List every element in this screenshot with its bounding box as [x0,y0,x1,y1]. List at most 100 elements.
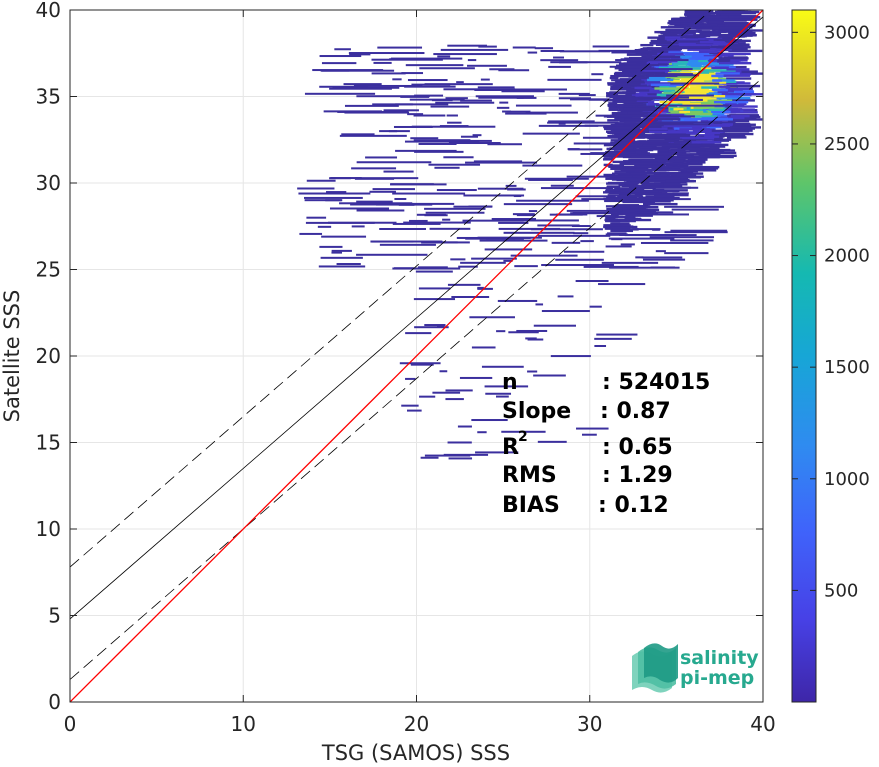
density-cell [645,118,681,121]
density-streak [425,211,485,214]
density-cell [619,119,643,123]
density-streak [592,45,630,48]
density-streak [558,97,592,100]
density-cell [714,134,726,137]
density-cell [610,129,641,133]
density-streak [339,202,413,205]
density-streak [503,203,573,206]
density-streak [594,337,632,340]
density-streak [317,225,332,228]
density-cell [661,75,694,79]
density-cell [631,177,653,180]
density-cell [630,155,665,159]
density-cell [719,52,751,56]
density-streak [628,72,657,75]
density-streak [573,232,589,235]
density-cell [671,35,705,38]
y-tick-label: 35 [36,85,61,109]
density-streak [395,149,457,152]
density-streak [487,143,522,146]
density-streak [351,225,365,228]
density-streak [636,81,645,84]
density-streak [373,61,392,64]
density-cell [626,53,654,56]
density-streak [501,430,546,433]
y-tick-label: 30 [36,171,61,195]
density-streak [439,125,469,128]
density-streak [527,338,544,341]
density-cell [703,63,734,66]
density-cell [618,192,638,195]
density-cell [721,4,730,6]
density-cell [628,56,651,60]
density-streak [424,83,493,86]
density-cell [671,80,690,83]
density-cell [645,55,681,59]
density-cell [690,87,709,90]
density-streak [496,106,510,109]
density-cell [617,194,643,198]
density-cell [669,162,683,165]
density-streak [445,97,468,100]
density-cell [681,88,710,92]
density-streak [442,218,451,221]
density-cell [698,124,733,127]
density-cell [662,155,685,159]
density-cell [609,95,636,99]
density-cell [728,1,744,3]
density-cell [622,200,656,204]
density-streak [548,65,571,68]
density-cell [683,17,712,21]
density-cell [648,76,666,79]
density-cell [605,177,638,180]
density-streak [530,228,603,231]
density-streak [413,114,446,117]
colorbar-tick-label: 3000 [824,22,870,43]
density-cell [720,13,731,16]
density-streak [650,266,676,269]
density-streak [460,135,479,138]
density-streak [594,345,607,348]
density-streak [506,110,531,113]
density-streak [547,121,619,124]
density-streak [394,197,407,200]
density-streak [447,283,481,286]
density-cell [670,138,700,141]
density-cell [618,85,628,88]
density-cell [659,88,676,92]
density-cell [664,36,681,39]
density-cell [705,148,723,152]
density-cell [710,7,733,9]
density-cell [711,129,726,132]
density-streak [566,209,623,212]
density-cell [654,157,671,160]
stat-r2-superscript: 2 [518,429,528,445]
density-cell [698,71,710,74]
density-cell [605,164,624,167]
density-streak [435,101,495,104]
density-cell [732,99,755,102]
density-streak [609,65,648,68]
density-cell [676,157,695,160]
density-streak [632,228,661,231]
density-streak [463,194,525,197]
density-cell [616,188,643,191]
density-streak [297,187,335,190]
density-streak [306,216,327,219]
density-cell [627,109,640,112]
density-streak [608,237,675,240]
density-streak [439,370,448,373]
density-streak [609,266,680,269]
density-streak [418,142,457,145]
density-cell [654,183,688,186]
density-streak [547,78,602,81]
density-streak [522,132,580,135]
density-streak [491,218,537,221]
density-cell [624,217,638,221]
density-cell [716,96,751,100]
density-cell [608,108,619,111]
density-streak [514,265,538,268]
density-streak [588,98,652,101]
density-cell [624,178,647,182]
density-streak [377,46,423,49]
